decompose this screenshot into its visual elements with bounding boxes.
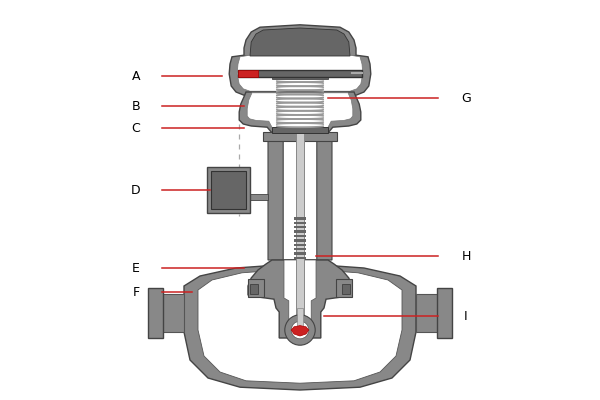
Text: G: G bbox=[461, 92, 471, 104]
Polygon shape bbox=[162, 294, 184, 332]
Bar bbox=[336, 279, 352, 297]
Polygon shape bbox=[416, 294, 438, 332]
Bar bbox=[238, 70, 362, 77]
Bar bbox=[295, 217, 305, 220]
Polygon shape bbox=[198, 266, 402, 383]
Polygon shape bbox=[284, 260, 316, 338]
Bar bbox=[263, 132, 337, 141]
Bar bbox=[248, 279, 264, 297]
Polygon shape bbox=[247, 93, 353, 129]
Bar bbox=[295, 252, 305, 255]
Bar bbox=[207, 167, 250, 213]
Polygon shape bbox=[184, 260, 416, 390]
Text: F: F bbox=[133, 286, 140, 298]
Text: D: D bbox=[131, 184, 141, 196]
Bar bbox=[295, 230, 305, 233]
Bar bbox=[295, 235, 305, 237]
Circle shape bbox=[291, 321, 309, 339]
Bar bbox=[295, 226, 305, 228]
Polygon shape bbox=[291, 326, 309, 336]
Bar bbox=[249, 194, 268, 200]
Bar bbox=[295, 222, 305, 224]
Polygon shape bbox=[437, 288, 452, 338]
Bar bbox=[296, 124, 304, 340]
Polygon shape bbox=[239, 92, 361, 132]
Text: B: B bbox=[131, 100, 140, 112]
Text: A: A bbox=[132, 70, 140, 82]
Bar bbox=[297, 308, 303, 330]
Text: H: H bbox=[461, 250, 470, 262]
Text: I: I bbox=[464, 310, 468, 322]
Bar bbox=[295, 244, 305, 246]
Bar bbox=[238, 70, 258, 77]
Bar bbox=[272, 75, 328, 79]
Polygon shape bbox=[268, 134, 283, 260]
Bar bbox=[295, 239, 305, 242]
Polygon shape bbox=[229, 55, 371, 95]
Text: C: C bbox=[131, 122, 140, 134]
Bar bbox=[295, 248, 305, 250]
Bar bbox=[343, 284, 350, 294]
Polygon shape bbox=[317, 134, 332, 260]
Circle shape bbox=[285, 315, 315, 345]
Polygon shape bbox=[244, 25, 356, 56]
Bar bbox=[272, 127, 328, 133]
Bar bbox=[211, 171, 247, 209]
Bar bbox=[295, 257, 305, 259]
Bar bbox=[250, 284, 257, 294]
Polygon shape bbox=[248, 260, 352, 338]
Polygon shape bbox=[237, 55, 363, 91]
Polygon shape bbox=[148, 288, 163, 338]
Polygon shape bbox=[250, 28, 350, 56]
Text: E: E bbox=[132, 262, 140, 274]
